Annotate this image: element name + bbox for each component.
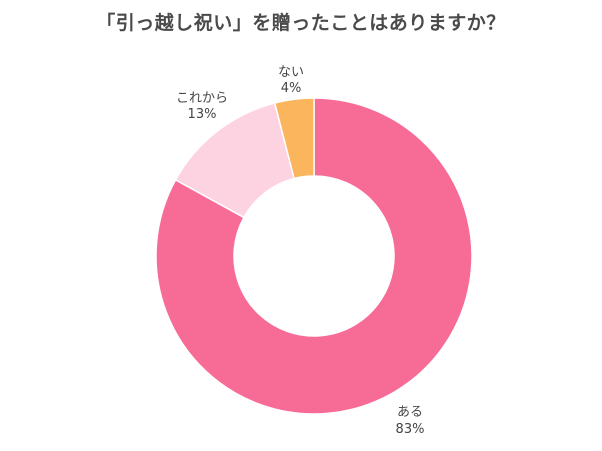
slice-2 — [273, 97, 315, 180]
donut-slices — [155, 97, 473, 415]
slice-value-0: 83% — [396, 422, 425, 437]
slice-label-2: ない — [278, 65, 304, 80]
chart-title: 「引っ越し祝い」を贈ったことはありますか？ — [96, 12, 506, 34]
slice-value-2: 4% — [281, 81, 302, 96]
slice-label-0: ある — [397, 405, 423, 420]
slice-value-1: 13% — [188, 107, 217, 122]
slice-0 — [155, 97, 473, 415]
slice-label-1: これから — [176, 91, 228, 106]
